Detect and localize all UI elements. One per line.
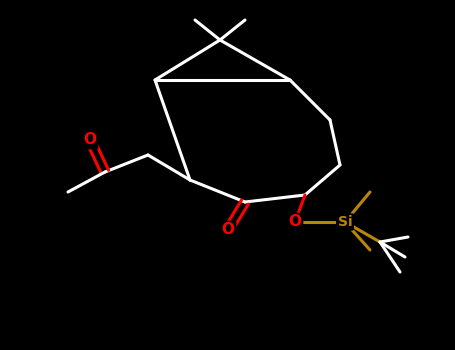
- Text: O: O: [288, 215, 302, 230]
- Text: O: O: [222, 223, 234, 238]
- Text: O: O: [84, 133, 96, 147]
- Text: Si: Si: [338, 215, 352, 229]
